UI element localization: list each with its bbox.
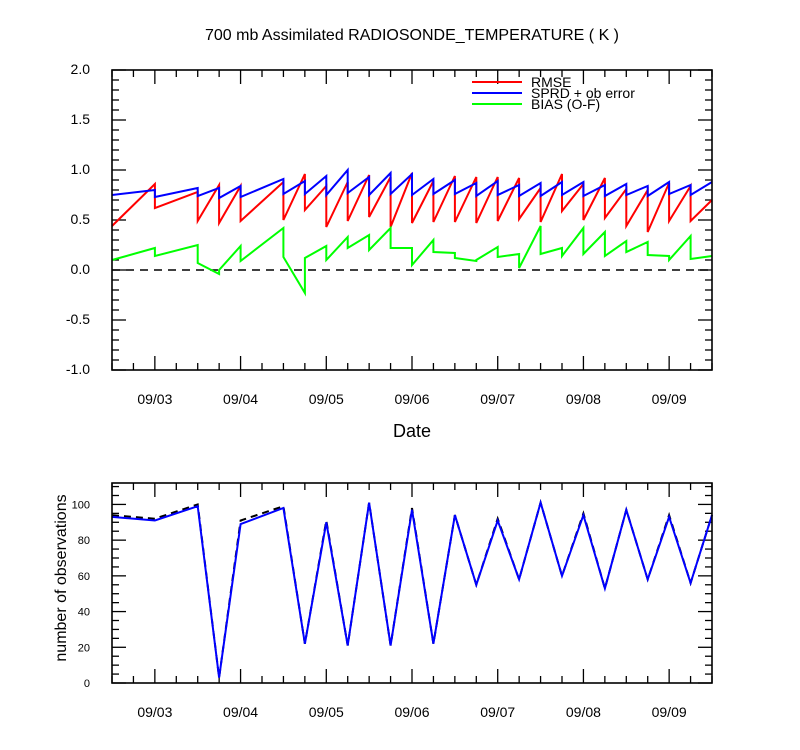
y-tick-label: 80 <box>78 535 90 547</box>
y-tick-label: -0.5 <box>66 311 90 327</box>
x-tick-label: 09/05 <box>309 704 344 720</box>
y-tick-label: 0.0 <box>71 261 91 277</box>
legend-label: RMSE <box>531 74 571 90</box>
y-tick-label: 2.0 <box>71 61 91 77</box>
x-tick-label: 09/03 <box>137 391 172 407</box>
bottom-x-tick-labels: 09/03 09/04 09/05 09/06 09/07 09/08 09/09 <box>137 704 687 720</box>
series-line-0 <box>111 172 713 233</box>
bottom-chart-series <box>111 498 713 678</box>
y-tick-label: 100 <box>72 499 90 511</box>
bottom-plot-frame <box>111 482 713 684</box>
x-tick-label: 09/06 <box>394 704 429 720</box>
y-axis-label: number of observations <box>53 494 70 661</box>
x-tick-label: 09/03 <box>137 704 172 720</box>
x-tick-label: 09/04 <box>223 704 258 720</box>
top-plot-frame <box>111 69 713 371</box>
y-tick-label: 60 <box>78 571 90 583</box>
x-tick-label: 09/07 <box>480 704 515 720</box>
x-tick-label: 09/06 <box>394 391 429 407</box>
x-tick-label: 09/07 <box>480 391 515 407</box>
x-tick-label: 09/04 <box>223 391 258 407</box>
y-tick-label: -1.0 <box>66 361 90 377</box>
series-line-2 <box>111 225 713 297</box>
x-tick-label: 09/05 <box>309 391 344 407</box>
x-tick-label: 09/08 <box>566 391 601 407</box>
top-y-tick-labels: -1.0 -0.5 0.0 0.5 1.0 1.5 2.0 <box>66 61 90 377</box>
top-chart: 700 mb Assimilated RADIOSONDE_TEMPERATUR… <box>66 27 713 441</box>
x-tick-label: 09/09 <box>652 704 687 720</box>
legend-label: BIAS (O-F) <box>531 96 600 112</box>
top-x-tick-labels: 09/03 09/04 09/05 09/06 09/07 09/08 09/09 <box>137 391 687 407</box>
x-axis-label: Date <box>393 421 431 441</box>
top-chart-series <box>111 167 713 297</box>
y-tick-label: 40 <box>78 607 90 619</box>
bottom-y-tick-labels: 0 20 40 60 80 100 <box>72 499 90 690</box>
legend-label: SPRD + ob error <box>531 85 635 101</box>
y-tick-label: 20 <box>78 642 90 654</box>
y-tick-label: 1.0 <box>71 161 91 177</box>
bottom-chart-ticks <box>111 483 713 684</box>
y-tick-label: 0 <box>84 678 90 690</box>
series-line-1 <box>111 498 713 678</box>
y-tick-label: 0.5 <box>71 211 91 227</box>
x-tick-label: 09/09 <box>652 391 687 407</box>
y-tick-label: 1.5 <box>71 111 91 127</box>
chart-title: 700 mb Assimilated RADIOSONDE_TEMPERATUR… <box>205 27 619 44</box>
x-tick-label: 09/08 <box>566 704 601 720</box>
series-line-1 <box>111 167 713 200</box>
